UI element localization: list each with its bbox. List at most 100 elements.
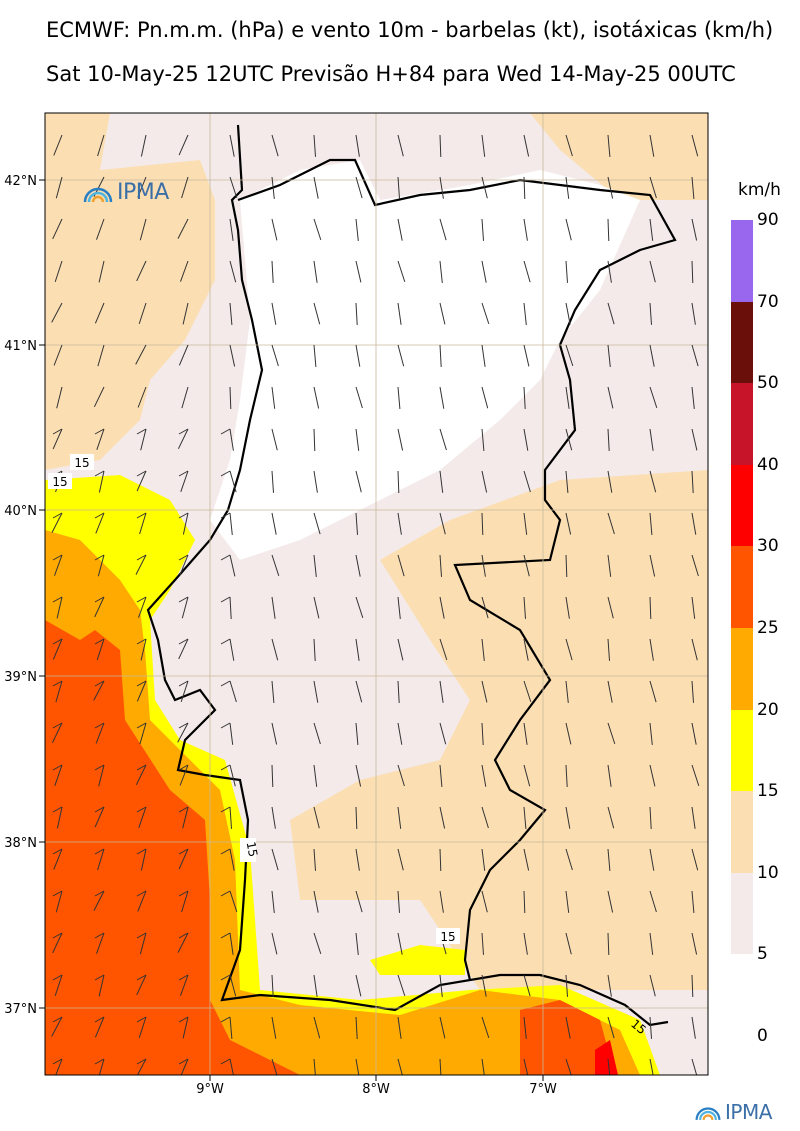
wind-barb-flag: [220, 470, 231, 477]
wind-barb: [355, 848, 360, 871]
wind-barb: [98, 1058, 105, 1075]
wind-barb: [355, 890, 363, 913]
wind-barb: [439, 218, 447, 241]
colorbar-segment: [731, 872, 753, 955]
wind-barb: [229, 764, 236, 787]
wind-barb-flag: [136, 554, 147, 561]
wind-barb-flag: [94, 1016, 105, 1023]
wind-barb: [355, 386, 363, 409]
wind-barb: [565, 302, 571, 325]
wind-barb: [313, 1058, 316, 1075]
wind-barb: [481, 932, 484, 955]
lon-tick-label: 8°W: [362, 1082, 390, 1097]
wind-barb: [177, 428, 189, 450]
wind-barb: [355, 218, 359, 241]
wind-barb: [481, 806, 489, 829]
wind-barb: [355, 134, 360, 157]
wind-barb-flag: [94, 638, 105, 645]
wind-barb-flag: [94, 932, 105, 939]
wind-barb: [565, 386, 570, 409]
wind-barb-flag: [136, 890, 147, 897]
wind-barb-flag: [178, 428, 189, 435]
wind-barb: [96, 638, 105, 661]
wind-barb: [523, 260, 531, 283]
wind-barb: [565, 932, 572, 955]
wind-barb: [178, 848, 189, 870]
wind-barb: [397, 638, 404, 661]
wind-barb: [397, 428, 404, 451]
colorbar-label: 25: [757, 618, 779, 638]
colorbar-label: 0: [757, 1026, 768, 1046]
wind-barb: [229, 470, 237, 493]
brand-text: IPMA: [725, 1100, 772, 1124]
wind-barb: [481, 512, 484, 536]
colorbar-label: 20: [757, 699, 779, 720]
wind-barb: [271, 764, 274, 788]
wind-barb-flag: [220, 554, 231, 561]
wind-barb: [691, 302, 696, 325]
wind-barb: [523, 470, 531, 493]
wind-barb-flag: [52, 1016, 63, 1023]
wind-barb: [229, 1058, 234, 1075]
wind-barb: [313, 806, 320, 829]
wind-barb: [179, 554, 189, 576]
wind-barb: [607, 764, 612, 787]
map-title: ECMWF: Pn.m.m. (hPa) e vento 10m - barbe…: [46, 18, 774, 42]
wind-barb: [139, 512, 147, 535]
wind-barb: [229, 932, 234, 955]
wind-barb: [182, 512, 189, 535]
rainbow-icon: [695, 1107, 721, 1121]
wind-barb-flag: [52, 638, 63, 645]
wind-barb: [355, 344, 361, 367]
wind-barb: [271, 722, 278, 745]
wind-barb: [691, 1058, 698, 1075]
band-10-15-east: [290, 470, 708, 990]
wind-barb: [93, 680, 105, 701]
wind-barb: [439, 890, 444, 913]
wind-barb: [139, 722, 147, 745]
wind-barb: [271, 932, 278, 955]
wind-barb: [649, 260, 656, 283]
wind-barb: [565, 848, 573, 871]
wind-barb-flag: [220, 764, 231, 771]
wind-barb: [137, 386, 147, 408]
wind-barb: [54, 554, 63, 576]
wind-barb: [140, 848, 147, 871]
wind-barb: [229, 554, 236, 577]
wind-barb: [649, 890, 657, 913]
wind-barb: [649, 512, 653, 535]
wind-barb-flag: [94, 596, 105, 603]
wind-barb: [178, 638, 189, 660]
wind-barb: [649, 428, 654, 451]
wind-barb: [523, 890, 526, 914]
wind-barb: [691, 134, 699, 157]
colorbar-segment: [731, 628, 753, 710]
wind-barb: [691, 806, 696, 829]
wind-barb: [55, 176, 63, 199]
colorbar-segment: [731, 301, 753, 384]
wind-barb-flag: [178, 638, 189, 645]
wind-barb: [649, 386, 658, 409]
wind-barb: [56, 386, 63, 409]
wind-barb: [53, 134, 63, 156]
wind-barb: [271, 596, 276, 619]
wind-barb: [94, 1016, 105, 1038]
wind-barb: [607, 554, 612, 577]
wind-barb: [397, 1016, 402, 1039]
wind-barb: [95, 722, 105, 744]
wind-barb: [649, 176, 657, 199]
wind-barb: [523, 1016, 527, 1039]
wind-barb: [98, 974, 105, 997]
colorbar-segment: [731, 383, 753, 465]
wind-barb: [649, 134, 655, 157]
wind-barb: [691, 680, 694, 703]
wind-barb: [439, 722, 447, 745]
wind-barb: [313, 764, 318, 787]
wind-barb: [355, 176, 363, 199]
wind-barb: [523, 386, 526, 410]
wind-barb: [649, 302, 652, 325]
wind-barb: [397, 1058, 403, 1075]
wind-barb: [182, 1016, 189, 1039]
wind-barb: [96, 218, 105, 240]
wind-barb: [355, 428, 360, 451]
